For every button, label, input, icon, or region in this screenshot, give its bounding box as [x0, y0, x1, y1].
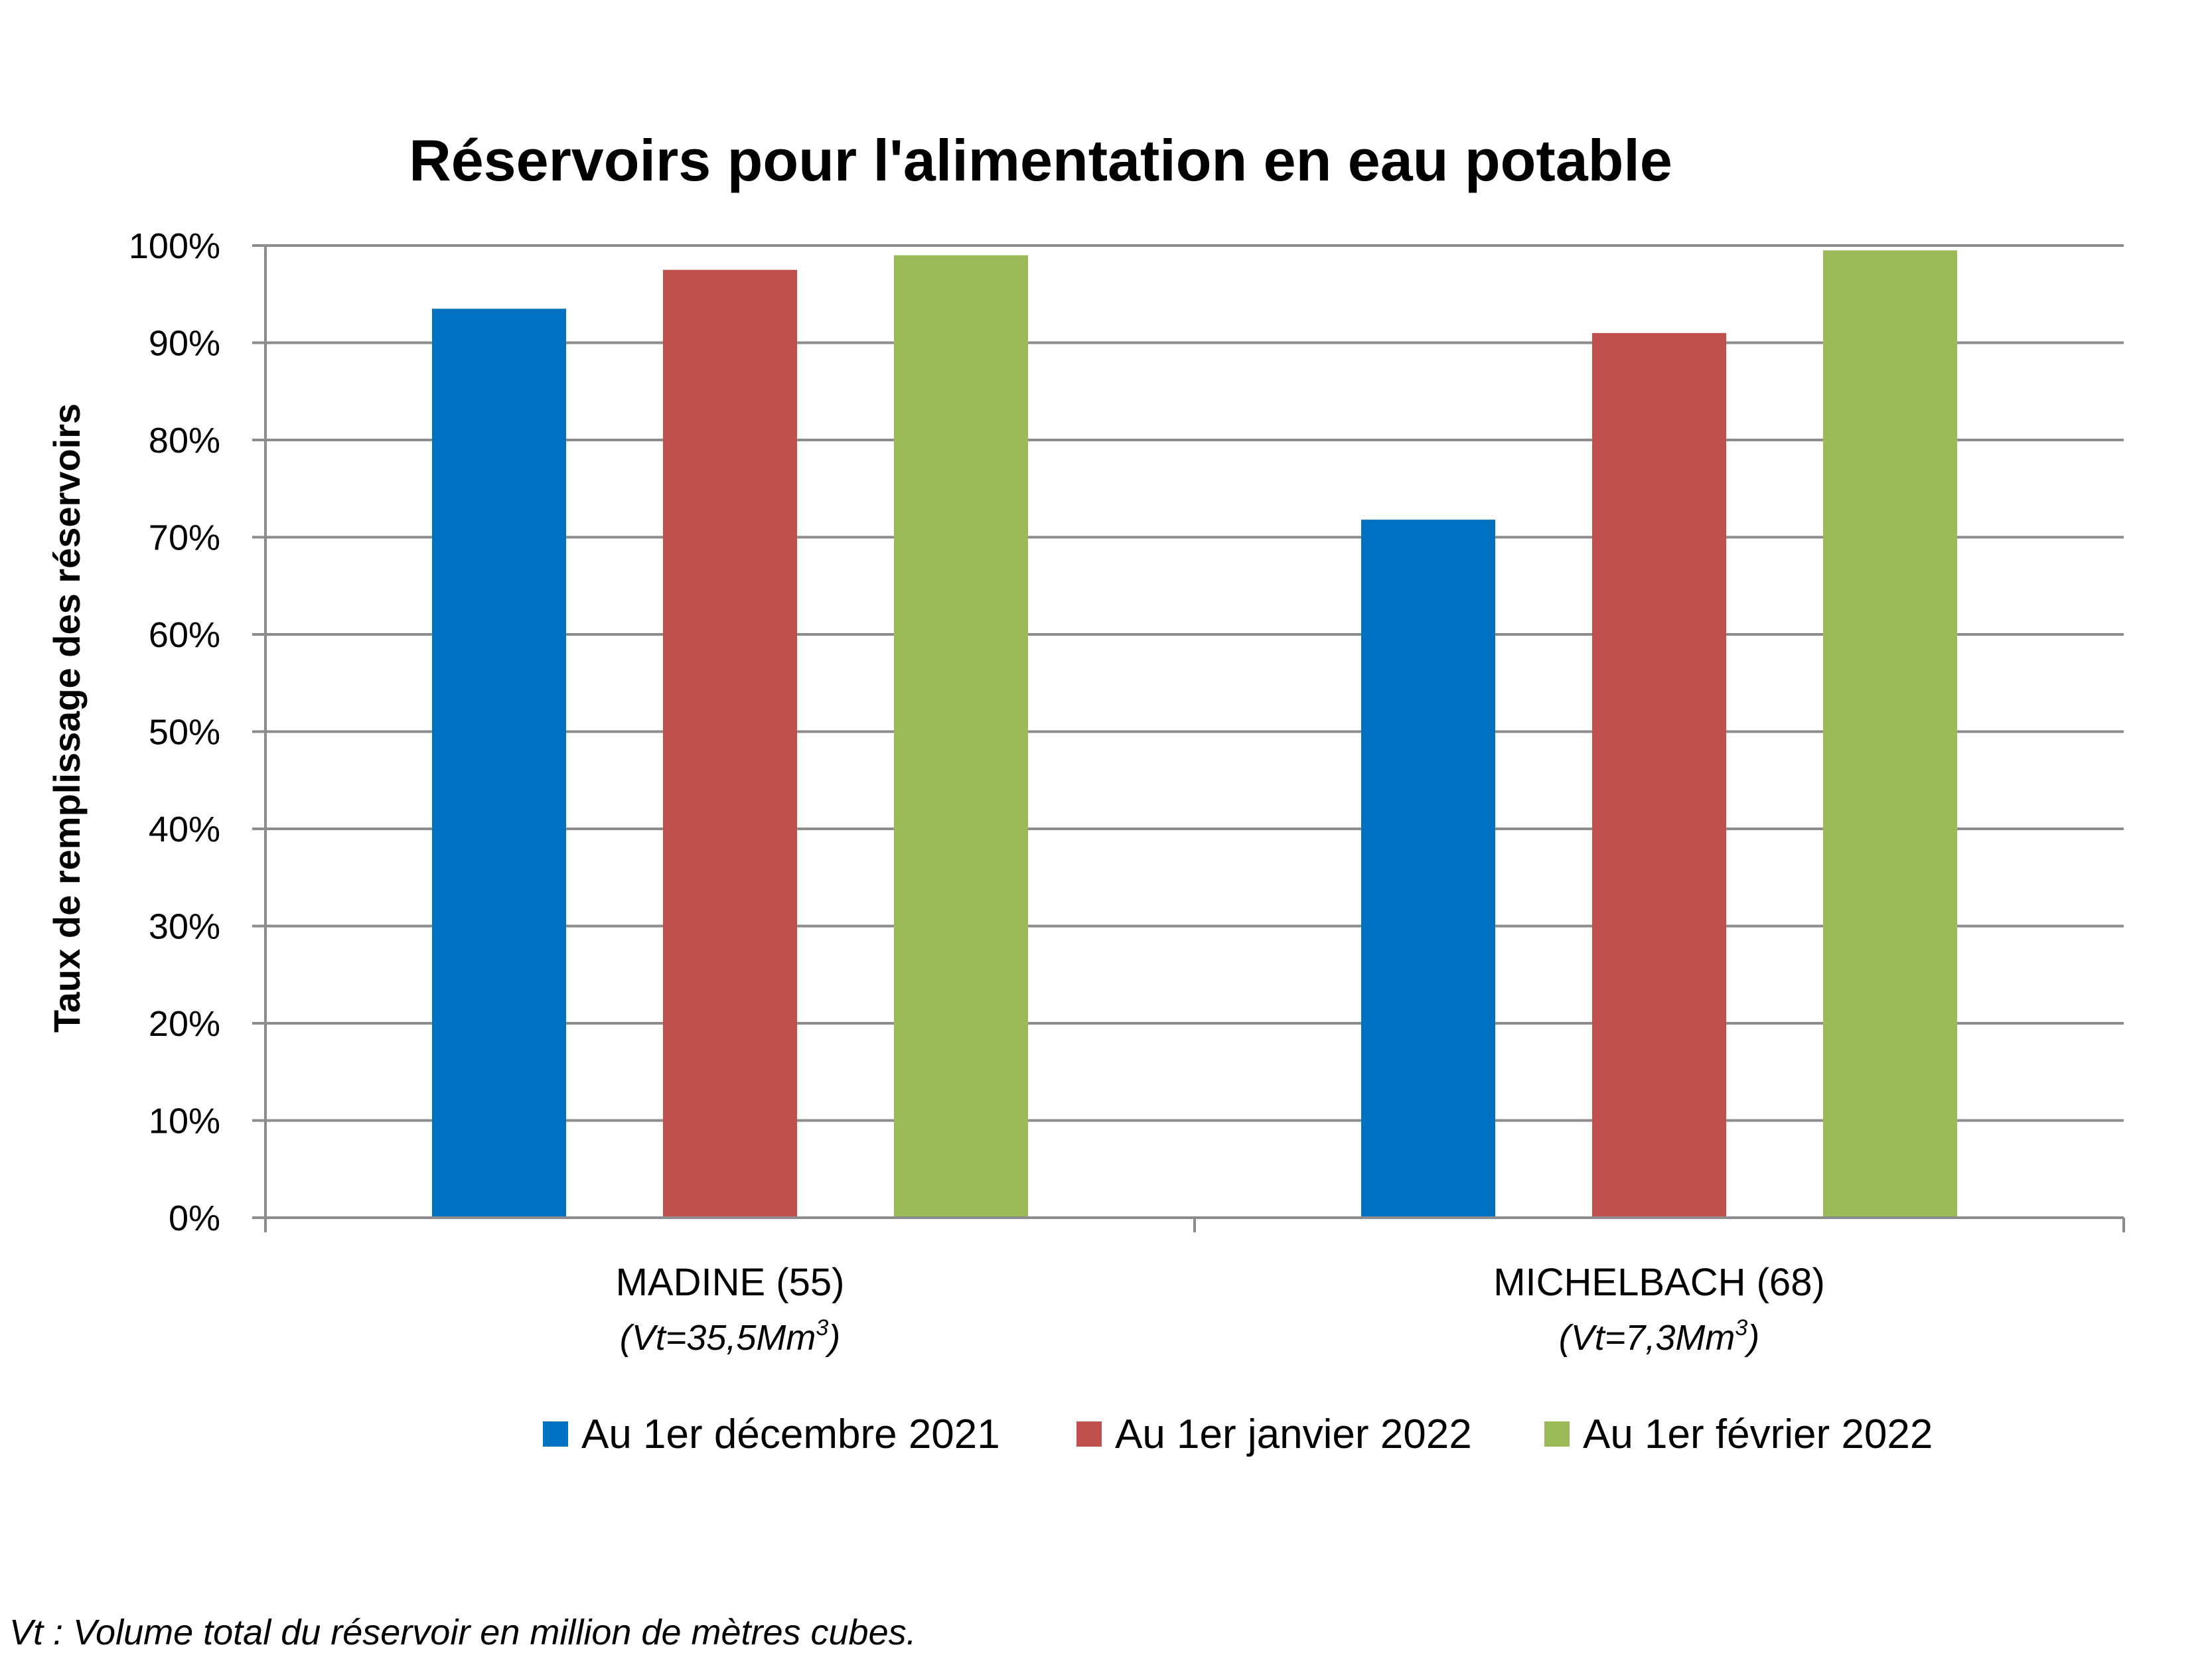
legend-label: Au 1er décembre 2021 — [581, 1411, 1000, 1457]
y-tick-label: 40% — [149, 810, 220, 849]
bar — [894, 255, 1028, 1218]
gridlines — [265, 244, 2124, 1122]
y-tick-label: 70% — [149, 518, 220, 558]
y-tick-label: 90% — [149, 324, 220, 364]
bar — [432, 309, 566, 1218]
y-tick-label: 0% — [169, 1198, 220, 1238]
category-volume-label: (Vt=7,3Mm3) — [1559, 1315, 1759, 1358]
y-tick-labels: 0% 10% 20% 30% 40% 50% 60% 70% 80% 90% 100% — [129, 226, 220, 1238]
y-axis-label: Taux de remplissage des réservoirs — [46, 403, 88, 1033]
bar — [1823, 250, 1957, 1218]
legend-label: Au 1er février 2022 — [1583, 1411, 1933, 1457]
category-label: MADINE (55) — [616, 1261, 845, 1304]
category-label: MICHELBACH (68) — [1493, 1261, 1825, 1304]
footnote: Vt : Volume total du réservoir en millio… — [9, 1613, 917, 1652]
y-tick-label: 80% — [149, 421, 220, 461]
y-tick-label: 10% — [149, 1102, 220, 1141]
bar — [663, 269, 797, 1218]
bars — [432, 250, 1957, 1218]
bar — [1361, 520, 1495, 1218]
legend-swatch — [543, 1421, 568, 1447]
y-tick-label: 50% — [149, 713, 220, 753]
y-tick-label: 60% — [149, 615, 220, 655]
legend-swatch — [1544, 1421, 1570, 1447]
legend: Au 1er décembre 2021 Au 1er janvier 2022 A… — [543, 1411, 1933, 1457]
category-volume-label: (Vt=35,5Mm3) — [620, 1315, 841, 1358]
bar — [1592, 332, 1726, 1218]
legend-label: Au 1er janvier 2022 — [1115, 1411, 1472, 1457]
axes — [252, 244, 2125, 1232]
y-tick-label: 100% — [129, 226, 220, 266]
legend-swatch — [1076, 1421, 1102, 1447]
chart-title: Réservoirs pour l'alimentation en eau po… — [409, 127, 1672, 193]
y-tick-label: 30% — [149, 907, 220, 947]
category-labels: MADINE (55) (Vt=35,5Mm3) MICHELBACH (68) (V… — [616, 1261, 1825, 1358]
y-tick-label: 20% — [149, 1004, 220, 1044]
